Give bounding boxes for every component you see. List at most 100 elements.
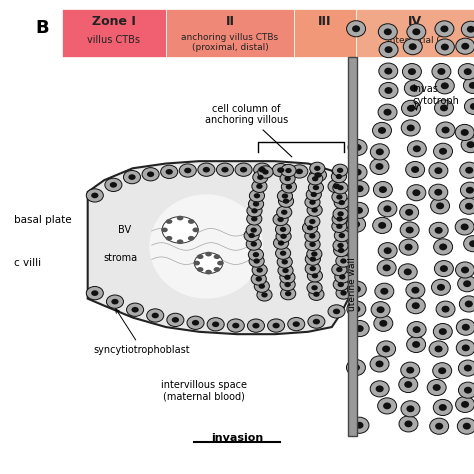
Ellipse shape — [307, 282, 322, 294]
Ellipse shape — [197, 267, 203, 272]
Ellipse shape — [439, 148, 447, 155]
Ellipse shape — [184, 168, 191, 173]
Ellipse shape — [400, 222, 419, 238]
Ellipse shape — [337, 211, 344, 217]
Ellipse shape — [337, 243, 344, 248]
Text: IV: IV — [408, 15, 422, 28]
Ellipse shape — [308, 315, 325, 328]
Ellipse shape — [337, 168, 343, 173]
Ellipse shape — [399, 239, 418, 255]
Ellipse shape — [378, 243, 397, 259]
Ellipse shape — [261, 292, 268, 298]
Text: c villi: c villi — [14, 258, 41, 268]
Ellipse shape — [376, 148, 384, 155]
Ellipse shape — [278, 240, 284, 246]
Ellipse shape — [461, 224, 469, 230]
Ellipse shape — [333, 183, 340, 189]
Ellipse shape — [284, 282, 291, 287]
Ellipse shape — [221, 167, 228, 173]
Ellipse shape — [461, 43, 469, 50]
Ellipse shape — [379, 63, 398, 79]
Ellipse shape — [312, 176, 319, 182]
Ellipse shape — [275, 223, 291, 236]
Ellipse shape — [370, 144, 389, 160]
Ellipse shape — [286, 184, 292, 190]
Ellipse shape — [460, 162, 474, 178]
Ellipse shape — [401, 120, 420, 136]
Ellipse shape — [411, 287, 419, 293]
Ellipse shape — [152, 313, 159, 319]
Ellipse shape — [246, 213, 262, 225]
Bar — [348, 57, 357, 436]
Ellipse shape — [307, 248, 322, 260]
Ellipse shape — [379, 186, 387, 193]
Ellipse shape — [188, 219, 194, 224]
Ellipse shape — [254, 258, 260, 264]
Ellipse shape — [192, 320, 199, 326]
Ellipse shape — [373, 122, 392, 138]
Ellipse shape — [332, 191, 347, 203]
Ellipse shape — [305, 263, 320, 275]
Ellipse shape — [436, 202, 444, 210]
Ellipse shape — [375, 283, 394, 299]
Ellipse shape — [469, 82, 474, 89]
Ellipse shape — [458, 360, 474, 376]
Ellipse shape — [336, 255, 351, 267]
Ellipse shape — [331, 170, 346, 182]
Ellipse shape — [435, 78, 454, 94]
Ellipse shape — [305, 215, 320, 228]
Ellipse shape — [377, 341, 396, 357]
Text: syncytiotrophoblast: syncytiotrophoblast — [94, 309, 191, 355]
Ellipse shape — [262, 169, 269, 174]
Ellipse shape — [192, 228, 199, 232]
Ellipse shape — [457, 418, 474, 434]
Ellipse shape — [412, 189, 420, 196]
Ellipse shape — [336, 194, 343, 200]
Ellipse shape — [383, 402, 391, 410]
Ellipse shape — [355, 207, 363, 214]
Ellipse shape — [205, 270, 212, 274]
Ellipse shape — [440, 26, 448, 32]
Ellipse shape — [273, 237, 289, 249]
Ellipse shape — [412, 341, 420, 348]
Ellipse shape — [285, 291, 292, 296]
Ellipse shape — [277, 190, 292, 202]
Ellipse shape — [254, 193, 260, 199]
Ellipse shape — [436, 39, 455, 55]
Ellipse shape — [378, 222, 386, 229]
Ellipse shape — [111, 299, 118, 304]
Ellipse shape — [333, 309, 340, 314]
Ellipse shape — [349, 202, 368, 219]
Ellipse shape — [356, 185, 364, 192]
Ellipse shape — [311, 251, 318, 256]
Ellipse shape — [377, 260, 396, 276]
Ellipse shape — [251, 208, 258, 213]
Ellipse shape — [250, 228, 257, 233]
Ellipse shape — [257, 289, 272, 301]
Ellipse shape — [356, 422, 364, 428]
Ellipse shape — [350, 417, 369, 433]
Ellipse shape — [461, 137, 474, 153]
Ellipse shape — [384, 46, 392, 53]
Ellipse shape — [314, 172, 321, 178]
Ellipse shape — [441, 306, 449, 312]
Ellipse shape — [404, 80, 423, 96]
Ellipse shape — [172, 317, 179, 323]
Ellipse shape — [463, 423, 471, 429]
Ellipse shape — [91, 192, 99, 198]
Ellipse shape — [354, 169, 362, 175]
Ellipse shape — [379, 320, 387, 327]
Ellipse shape — [309, 233, 316, 238]
Ellipse shape — [373, 218, 392, 234]
Ellipse shape — [307, 225, 313, 230]
Ellipse shape — [277, 206, 292, 219]
Ellipse shape — [280, 278, 295, 291]
Ellipse shape — [161, 165, 178, 179]
Ellipse shape — [336, 267, 343, 272]
Ellipse shape — [374, 182, 392, 198]
Ellipse shape — [429, 163, 448, 179]
Ellipse shape — [337, 185, 344, 191]
Ellipse shape — [412, 326, 420, 333]
Ellipse shape — [273, 323, 280, 328]
Ellipse shape — [86, 286, 103, 300]
